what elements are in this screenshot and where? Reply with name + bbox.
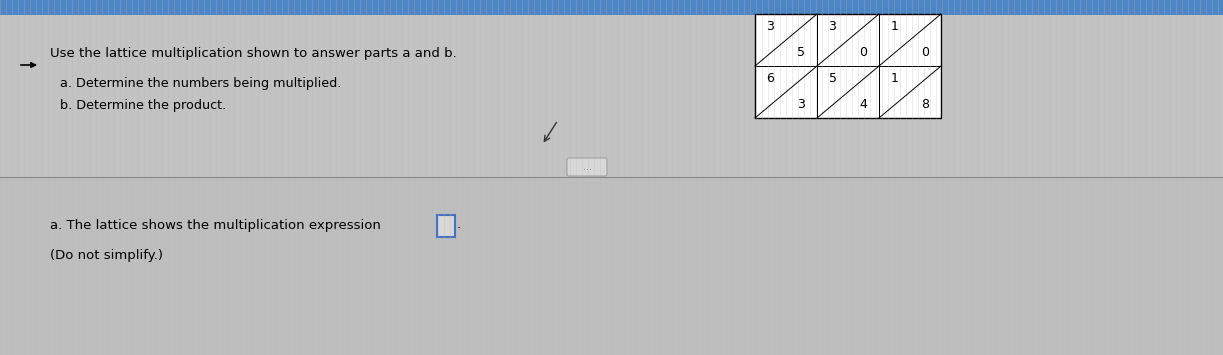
- Text: 5: 5: [797, 47, 806, 60]
- Bar: [0, 15, 1223, 177]
- Text: 3: 3: [767, 21, 774, 33]
- Text: a. The lattice shows the multiplication expression: a. The lattice shows the multiplication …: [50, 218, 380, 231]
- Text: 0: 0: [860, 47, 867, 60]
- FancyBboxPatch shape: [567, 158, 607, 176]
- Text: b. Determine the product.: b. Determine the product.: [60, 98, 226, 111]
- Text: 6: 6: [767, 72, 774, 86]
- Text: ...: ...: [582, 162, 592, 172]
- Bar: [755, 14, 817, 66]
- Bar: [879, 66, 940, 118]
- Text: 8: 8: [921, 98, 929, 111]
- Bar: [879, 14, 940, 66]
- Text: 5: 5: [828, 72, 837, 86]
- Text: (Do not simplify.): (Do not simplify.): [50, 248, 163, 262]
- Bar: [817, 14, 879, 66]
- Text: .: .: [457, 218, 461, 231]
- Text: a. Determine the numbers being multiplied.: a. Determine the numbers being multiplie…: [60, 76, 341, 89]
- Text: 4: 4: [860, 98, 867, 111]
- Text: 1: 1: [890, 21, 899, 33]
- Bar: [755, 14, 940, 118]
- Text: Use the lattice multiplication shown to answer parts a and b.: Use the lattice multiplication shown to …: [50, 47, 456, 60]
- Text: 3: 3: [828, 21, 837, 33]
- Text: 1: 1: [890, 72, 899, 86]
- Bar: [0, 0, 1223, 15]
- Bar: [817, 66, 879, 118]
- Text: 0: 0: [921, 47, 929, 60]
- Bar: [437, 215, 455, 237]
- Text: 3: 3: [797, 98, 806, 111]
- Bar: [755, 66, 817, 118]
